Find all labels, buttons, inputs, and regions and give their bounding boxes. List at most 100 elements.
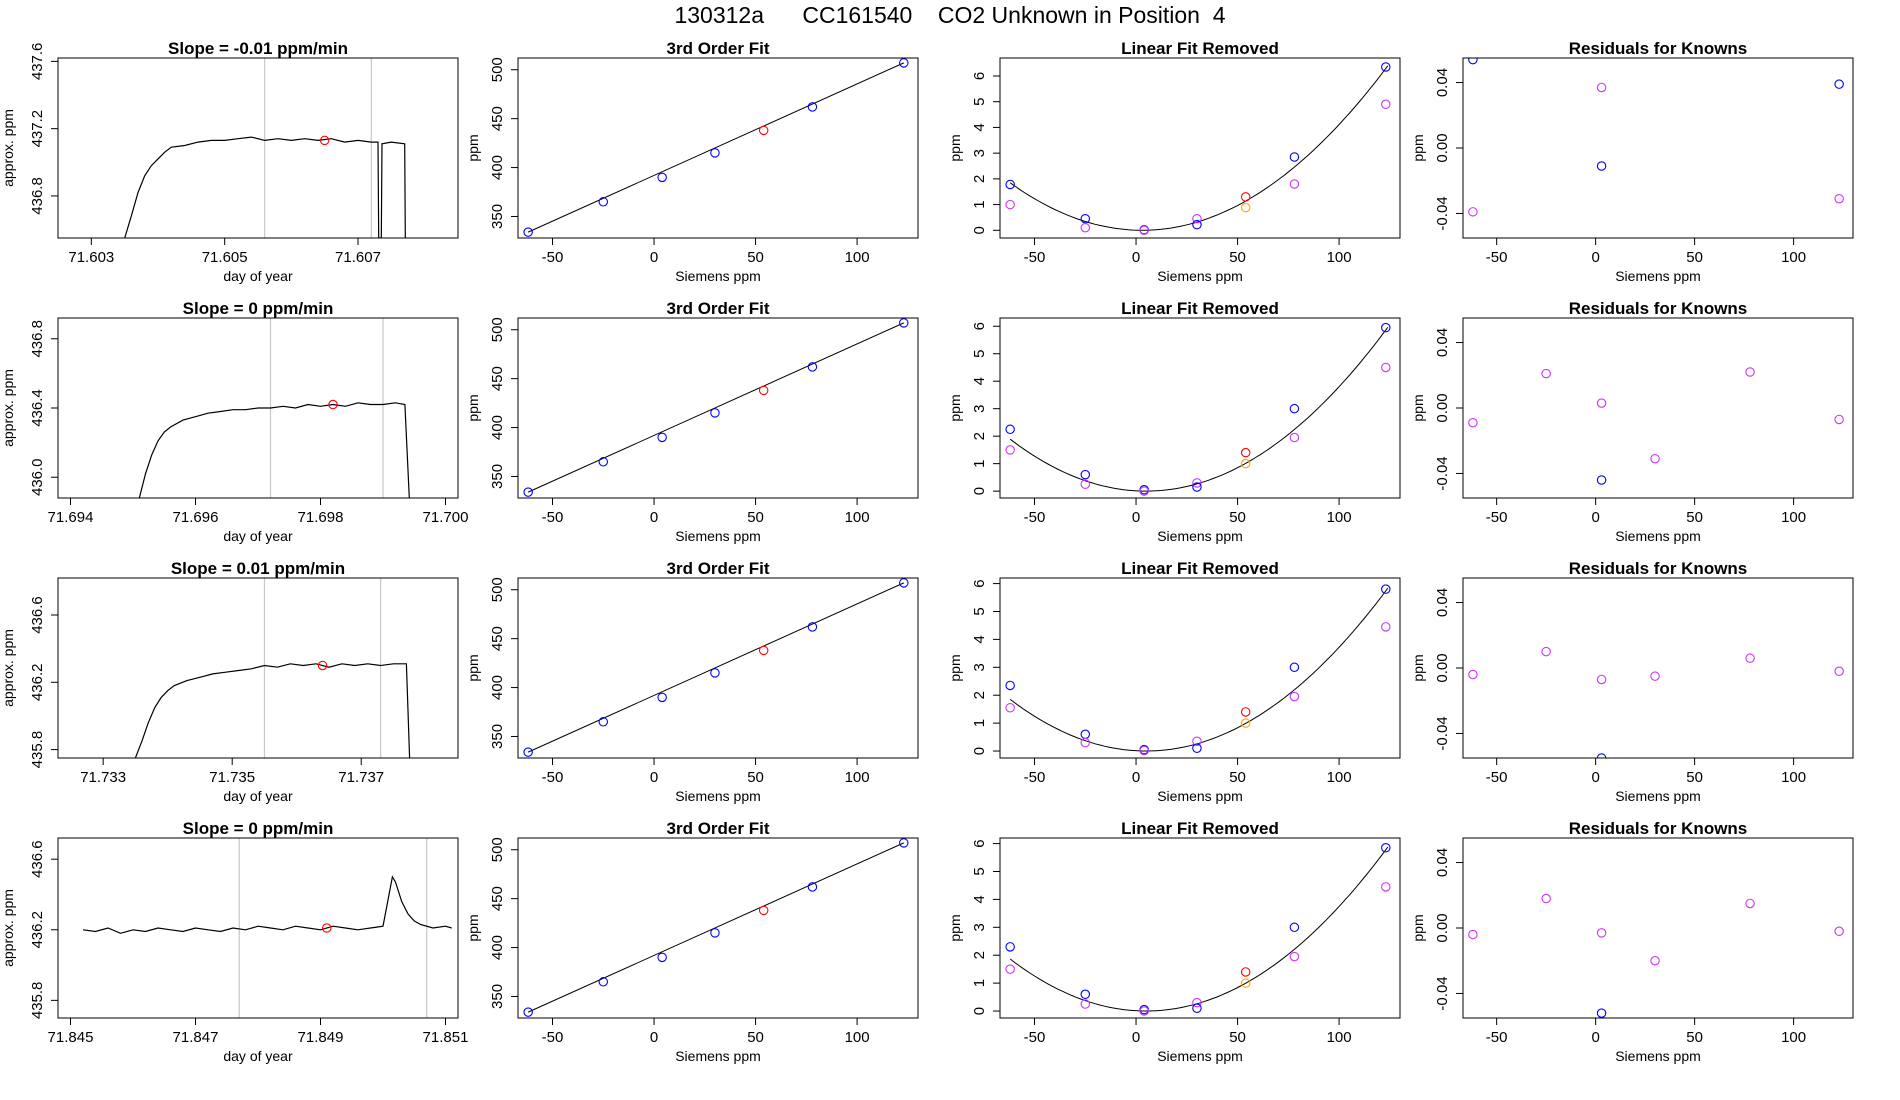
y-axis-label: ppm [465, 654, 481, 681]
y-tick-label: 450 [489, 886, 506, 911]
data-point-target [1240, 718, 1251, 728]
plot-frame [999, 317, 1401, 499]
data-point-linear_pred [1541, 893, 1551, 904]
x-tick-label: 100 [1781, 1029, 1806, 1046]
x-tick-label: 100 [845, 249, 870, 266]
y-tick-label: 350 [489, 204, 506, 229]
data-point-standard [807, 102, 818, 112]
data-point-linear_pred [1596, 928, 1607, 938]
data-point-linear_pred [1381, 362, 1391, 373]
data-point-linear_pred [1005, 445, 1015, 455]
data-point-linear_pred [1139, 225, 1149, 236]
data-point-linear_pred [1289, 179, 1300, 189]
x-tick-label: -50 [1486, 509, 1508, 526]
data-point-linear_pred [1080, 999, 1091, 1009]
panel-r4c2: 3rd Order Fit -50 0 50 100 350 400 450 500 Siemen… [465, 819, 919, 1064]
panel-title: Slope = 0 ppm/min [183, 299, 334, 318]
data-point-linear_pred [1596, 398, 1607, 408]
y-axis-label: approx. ppm [0, 889, 16, 967]
x-axis-label: Siemens ppm [675, 1048, 761, 1064]
data-point-linear_pred [1834, 926, 1844, 937]
x-tick-label: 0 [1591, 1029, 1599, 1046]
data-point-standard [523, 747, 533, 757]
x-tick-label: 71.694 [48, 509, 94, 526]
data-point-standard [1005, 424, 1015, 435]
data-point-linear_pred [1541, 368, 1551, 379]
y-tick-label: 450 [489, 106, 506, 131]
x-axis-label: Siemens ppm [1157, 528, 1243, 544]
data-point-linear_pred [1596, 82, 1607, 93]
plot-frame [999, 57, 1401, 239]
x-tick-label: -50 [542, 769, 564, 786]
data-point-standard [1289, 922, 1300, 933]
fit-line [527, 842, 904, 1013]
y-axis-label: approx. ppm [0, 629, 16, 707]
plot-area [1005, 584, 1391, 756]
panel-title: Slope = 0 ppm/min [183, 819, 334, 838]
plot-frame [517, 57, 919, 239]
y-axis-label: ppm [947, 914, 963, 941]
panel-r1c3: Linear Fit Removed -50 0 50 100 0 1 2 3 4 5 6 Siemen… [947, 39, 1401, 284]
data-point-standard [657, 172, 667, 183]
data-point-standard [1192, 1003, 1202, 1013]
y-tick-label: 436.8 [29, 177, 46, 215]
data-point-standard [1080, 729, 1091, 740]
data-point-standard [1080, 469, 1091, 480]
mean-point [321, 923, 332, 933]
data-point-standard [710, 928, 720, 938]
data-point-linear_pred [1650, 671, 1660, 681]
plot-frame [517, 317, 919, 499]
y-tick-label: -0.04 [1434, 716, 1451, 750]
data-point-standard [710, 148, 720, 158]
data-point-linear_pred [1289, 691, 1300, 702]
y-axis-label: ppm [465, 914, 481, 941]
panel-title: Linear Fit Removed [1121, 559, 1279, 578]
y-tick-label: 2 [971, 432, 988, 440]
y-tick-label: 5 [971, 867, 988, 875]
plot-frame [57, 57, 459, 239]
data-point-standard [1381, 584, 1391, 594]
fit-curve [1009, 327, 1389, 492]
y-tick-label: -0.04 [1434, 456, 1451, 490]
panel-r3c2: 3rd Order Fit -50 0 50 100 350 400 450 500 Siemen… [465, 559, 919, 804]
panel-r2c1: Slope = 0 ppm/min 71.694 71.696 71.698 71.70… [0, 299, 468, 544]
data-point-linear_pred [1005, 199, 1015, 210]
x-tick-label: 0 [650, 509, 658, 526]
x-tick-label: -50 [1024, 249, 1046, 266]
fit-curve [1009, 65, 1389, 231]
plot-area [138, 318, 410, 498]
panel-title: Residuals for Knowns [1569, 299, 1748, 318]
fit-line [527, 582, 904, 753]
y-tick-label: 436.2 [29, 911, 46, 949]
data-point-linear_pred [1468, 417, 1478, 428]
ppm-trace-line [82, 875, 452, 934]
x-tick-label: 71.698 [298, 509, 344, 526]
y-tick-label: 3 [971, 923, 988, 931]
data-point-linear_pred [1192, 736, 1202, 747]
panel-r3c3: Linear Fit Removed -50 0 50 100 0 1 2 3 4 5 6 Siemen… [947, 559, 1401, 804]
data-point-linear_pred [1080, 222, 1091, 233]
data-point-linear_pred [1381, 99, 1391, 110]
data-point-standard [710, 668, 720, 678]
x-tick-label: -50 [542, 249, 564, 266]
x-tick-label: 50 [1229, 1029, 1246, 1046]
x-tick-label: 0 [650, 769, 658, 786]
data-point-highlight [758, 385, 769, 396]
data-point-standard [1005, 179, 1015, 190]
data-point-linear_pred [1289, 951, 1300, 962]
data-point-standard [1192, 482, 1202, 492]
ppm-trace-line [134, 663, 411, 758]
panel-r1c2: 3rd Order Fit -50 0 50 100 350 400 450 500 Siemen… [465, 39, 919, 284]
panel-title: Linear Fit Removed [1121, 299, 1279, 318]
plot-frame [517, 837, 919, 1019]
y-tick-label: -0.04 [1434, 976, 1451, 1010]
y-tick-label: 400 [489, 155, 506, 180]
y-tick-label: 500 [489, 57, 506, 82]
y-tick-label: 350 [489, 464, 506, 489]
y-tick-label: 436.2 [29, 664, 46, 702]
x-axis-label: Siemens ppm [1157, 788, 1243, 804]
x-tick-label: 71.847 [173, 1029, 219, 1046]
x-tick-label: 50 [747, 249, 764, 266]
y-tick-label: 437.2 [29, 110, 46, 148]
x-tick-label: 0 [1132, 509, 1140, 526]
